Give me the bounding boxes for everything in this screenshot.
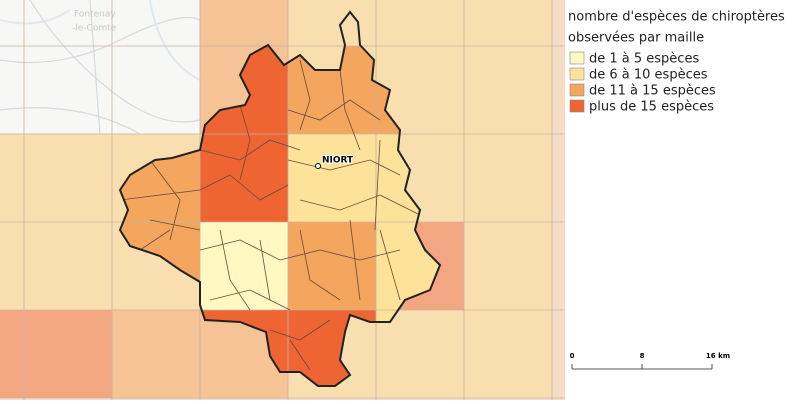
basemap-inset: Fontenay -le-Comte bbox=[0, 0, 201, 135]
grid-cell bbox=[0, 310, 24, 398]
grid-cell bbox=[24, 310, 112, 398]
scale-label: 0 bbox=[570, 352, 575, 360]
grid-cell bbox=[464, 310, 552, 398]
legend-label: plus de 15 espèces bbox=[589, 100, 714, 115]
grid-lines bbox=[0, 0, 565, 400]
grid-cell bbox=[464, 46, 552, 134]
grid-cell bbox=[0, 134, 24, 222]
scale-label: 16 km bbox=[706, 352, 730, 360]
grid-cell bbox=[200, 222, 288, 310]
grid-cell bbox=[376, 310, 464, 398]
grid-cell bbox=[288, 134, 376, 222]
place-marker: NIORT bbox=[315, 155, 355, 169]
basemap-label: -le-Comte bbox=[72, 24, 117, 34]
basemap-label: Fontenay bbox=[74, 10, 116, 20]
legend-label: de 6 à 10 espèces bbox=[589, 68, 708, 83]
legend-label: de 11 à 15 espèces bbox=[589, 84, 716, 99]
legend-title: nombre d'espèces de chiroptères bbox=[568, 10, 785, 25]
legend-panel bbox=[565, 0, 792, 400]
scale-bar: 0 8 16 km bbox=[570, 352, 730, 370]
legend-swatch bbox=[569, 83, 585, 97]
grid-cell bbox=[464, 134, 552, 222]
grid-cell bbox=[376, 0, 464, 46]
legend-title: observées par maille bbox=[568, 31, 704, 46]
grid-cell bbox=[464, 222, 552, 310]
legend-label: de 1 à 5 espèces bbox=[589, 52, 699, 67]
grid-cell bbox=[24, 134, 112, 222]
legend-swatch bbox=[569, 51, 585, 65]
grid-cell bbox=[288, 0, 376, 46]
grid-cell bbox=[24, 222, 112, 310]
grid-cell bbox=[200, 0, 288, 46]
place-label: NIORT bbox=[322, 156, 354, 166]
legend: nombre d'espèces de chiroptères observée… bbox=[568, 10, 785, 115]
grid-cell bbox=[112, 310, 200, 398]
grid-cell bbox=[200, 134, 288, 222]
grid-cell bbox=[288, 222, 376, 310]
legend-swatch bbox=[569, 99, 585, 113]
grid-cell bbox=[464, 0, 552, 46]
grid-cell bbox=[0, 222, 24, 310]
legend-swatch bbox=[569, 67, 585, 81]
scale-label: 8 bbox=[640, 352, 645, 360]
territory-outline bbox=[118, 10, 442, 387]
commune-boundaries bbox=[120, 59, 421, 371]
